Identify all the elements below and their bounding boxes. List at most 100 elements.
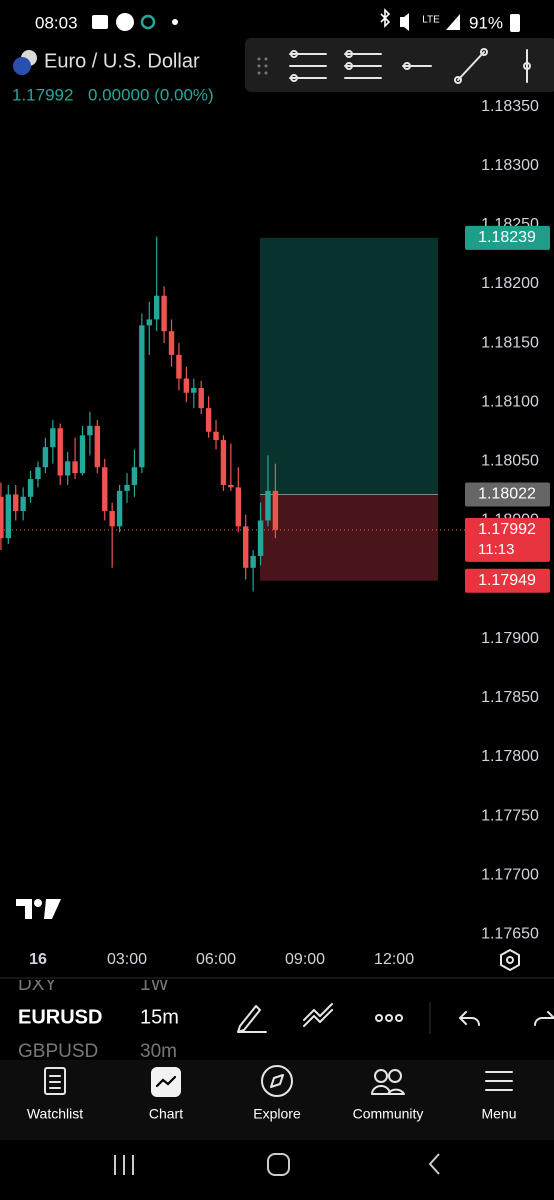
- undo-button[interactable]: [459, 1011, 480, 1026]
- x-tick-label: 12:00: [374, 951, 414, 968]
- candle-body: [42, 447, 49, 468]
- candle-body: [131, 467, 138, 485]
- status-icons: [92, 8, 520, 32]
- header-last-price: 1.17992: [12, 85, 73, 104]
- entry-price-label: 1.18022: [478, 486, 536, 503]
- candle-body: [161, 295, 167, 332]
- candle-body: [20, 496, 26, 511]
- candle-body: [79, 435, 86, 474]
- last-price-label: 1.17992: [478, 521, 536, 538]
- candle-body: [0, 496, 4, 539]
- symbol-toolbar: DXY EURUSD GBPUSD 1W 15m 30m: [18, 974, 179, 1062]
- more-button[interactable]: [375, 1014, 403, 1022]
- draw-button[interactable]: [237, 1005, 267, 1033]
- settings-button[interactable]: [500, 949, 520, 971]
- symbol-flag: [13, 50, 37, 75]
- nav-label[interactable]: Explore: [253, 1106, 301, 1122]
- nav-label[interactable]: Chart: [149, 1106, 183, 1122]
- candle-body: [146, 319, 152, 326]
- interval-item[interactable]: 1W: [140, 974, 169, 995]
- stop-price-label: 1.17949: [478, 572, 536, 589]
- position-stop-zone: [259, 494, 438, 581]
- candle-body: [57, 428, 63, 476]
- symbol-item[interactable]: EURUSD: [18, 1006, 102, 1028]
- status-time: 08:03: [35, 13, 78, 32]
- y-tick-label: 1.17750: [481, 807, 539, 824]
- symbol-name[interactable]: Euro / U.S. Dollar: [44, 50, 200, 72]
- bottom-nav: [0, 1060, 554, 1140]
- candle-body: [272, 490, 279, 530]
- candle-body: [257, 520, 264, 556]
- target-price-label: 1.18239: [478, 229, 536, 246]
- y-tick-label: 1.18200: [481, 275, 539, 292]
- header-change: 0.00000 (0.00%): [88, 85, 214, 104]
- candle-body: [265, 490, 271, 521]
- symbol-item[interactable]: DXY: [18, 974, 57, 995]
- candle-body: [139, 325, 145, 468]
- tool-gann[interactable]: [344, 50, 382, 79]
- target-price-label-box: [465, 225, 550, 250]
- candle-body: [102, 467, 108, 511]
- y-tick-label: 1.17700: [481, 866, 539, 883]
- interval-item[interactable]: 15m: [140, 1006, 179, 1028]
- chart-icon[interactable]: [151, 1067, 181, 1097]
- nav-label[interactable]: Menu: [481, 1106, 516, 1122]
- candle-body: [50, 428, 56, 448]
- nav-label[interactable]: Community: [353, 1106, 424, 1122]
- menu-icon[interactable]: [485, 1071, 513, 1091]
- tradingview-logo: [16, 899, 61, 919]
- candle-body: [168, 331, 175, 355]
- system-nav: [114, 1153, 440, 1176]
- explore-icon[interactable]: [261, 1065, 293, 1097]
- candle-body: [13, 494, 19, 511]
- candle-body: [72, 461, 78, 474]
- last-price-label-box: [465, 517, 550, 562]
- candle-body: [5, 494, 12, 539]
- candle-body: [220, 440, 227, 485]
- candle-body: [109, 510, 115, 527]
- candle-body: [94, 425, 101, 468]
- status-network: LTE: [422, 15, 440, 26]
- candle-body: [35, 467, 41, 480]
- candle-body: [27, 479, 34, 497]
- tool-trendline[interactable]: [454, 48, 488, 84]
- candle-body: [64, 461, 71, 476]
- x-tick-label: 06:00: [196, 951, 236, 968]
- candle-body: [191, 388, 197, 393]
- candle-body: [124, 484, 130, 491]
- candle-body: [213, 431, 219, 441]
- interval-item[interactable]: 30m: [140, 1041, 177, 1062]
- indicators-button[interactable]: [303, 1003, 333, 1027]
- y-tick-label: 1.17650: [481, 926, 539, 943]
- y-tick-label: 1.17900: [481, 630, 539, 647]
- nav-label[interactable]: Watchlist: [27, 1106, 83, 1122]
- y-tick-label: 1.17800: [481, 748, 539, 765]
- candle-body: [243, 526, 249, 568]
- tool-vline[interactable]: [523, 49, 531, 83]
- y-tick-label: 1.18100: [481, 393, 539, 410]
- candle-body: [153, 295, 160, 320]
- stop-price-label-box: [465, 568, 550, 593]
- x-tick-label: 03:00: [107, 951, 147, 968]
- candle-body: [176, 354, 182, 379]
- y-tick-label: 1.18350: [481, 98, 539, 115]
- candle-body: [116, 490, 123, 527]
- candle-body: [198, 388, 204, 409]
- candle-body: [87, 425, 93, 436]
- symbol-item[interactable]: GBPUSD: [18, 1041, 98, 1062]
- time-axis: 16 03:00 06:00 09:00 12:00: [29, 947, 414, 968]
- candle-body: [228, 484, 234, 488]
- tool-fib[interactable]: [289, 50, 327, 82]
- tool-hline[interactable]: [402, 62, 432, 70]
- price-axis: 1.183501.183001.182501.182001.181501.181…: [465, 98, 550, 943]
- redo-button[interactable]: [534, 1011, 554, 1026]
- community-icon[interactable]: [371, 1069, 405, 1095]
- countdown: 11:13: [478, 541, 514, 558]
- drawing-toolbar: [245, 38, 554, 92]
- candle-body: [183, 378, 190, 393]
- y-tick-label: 1.18300: [481, 157, 539, 174]
- watchlist-icon[interactable]: [44, 1067, 66, 1095]
